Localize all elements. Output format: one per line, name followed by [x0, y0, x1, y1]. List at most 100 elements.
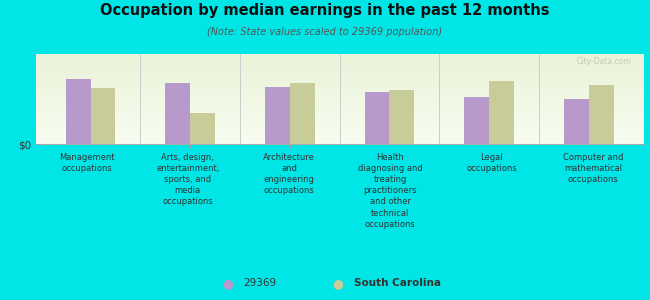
Bar — [36, 72, 644, 73]
Bar — [36, 140, 644, 141]
Bar — [36, 132, 644, 133]
Bar — [36, 92, 644, 93]
Bar — [36, 126, 644, 127]
Bar — [36, 96, 644, 97]
Bar — [36, 88, 644, 89]
Bar — [36, 118, 644, 119]
Bar — [36, 86, 644, 87]
Bar — [36, 112, 644, 113]
Bar — [36, 138, 644, 139]
Bar — [36, 131, 644, 132]
Bar — [36, 117, 644, 118]
Bar — [36, 102, 644, 103]
Bar — [36, 78, 644, 79]
Bar — [36, 56, 644, 57]
Bar — [36, 65, 644, 66]
Bar — [36, 74, 644, 75]
Bar — [36, 123, 644, 124]
Bar — [36, 128, 644, 129]
Bar — [36, 134, 644, 135]
Bar — [36, 135, 644, 136]
Bar — [36, 108, 644, 109]
Bar — [36, 143, 644, 144]
Bar — [36, 105, 644, 106]
Bar — [36, 55, 644, 56]
Bar — [36, 106, 644, 107]
Bar — [36, 94, 644, 95]
Bar — [36, 90, 644, 91]
Bar — [36, 82, 644, 83]
Bar — [36, 107, 644, 108]
Bar — [36, 75, 644, 76]
Bar — [36, 61, 644, 62]
Bar — [36, 76, 644, 77]
Text: Occupation by median earnings in the past 12 months: Occupation by median earnings in the pas… — [100, 3, 550, 18]
Text: Computer and
mathematical
occupations: Computer and mathematical occupations — [563, 153, 623, 184]
Bar — [36, 130, 644, 131]
Bar — [36, 84, 644, 85]
Bar — [265, 87, 290, 144]
Text: Management
occupations: Management occupations — [58, 153, 114, 173]
Bar — [36, 109, 644, 110]
Bar — [36, 73, 644, 74]
Bar — [36, 111, 644, 112]
Text: City-Data.com: City-Data.com — [577, 57, 631, 66]
Bar — [36, 114, 644, 115]
Bar — [564, 99, 589, 144]
Text: ●: ● — [333, 277, 343, 290]
Text: Architecture
and
engineering
occupations: Architecture and engineering occupations — [263, 153, 315, 195]
Bar — [36, 87, 644, 88]
Bar — [36, 122, 644, 123]
Bar — [489, 81, 514, 144]
Bar — [36, 68, 644, 69]
Bar — [36, 80, 644, 81]
Bar — [36, 67, 644, 68]
Bar — [589, 85, 614, 144]
Text: 29369: 29369 — [244, 278, 277, 289]
Bar — [36, 115, 644, 116]
Bar — [36, 98, 644, 99]
Bar — [36, 81, 644, 82]
Bar — [36, 103, 644, 104]
Bar — [36, 85, 644, 86]
Bar — [36, 113, 644, 114]
Bar — [36, 54, 644, 55]
Bar — [36, 70, 644, 71]
Bar — [36, 136, 644, 137]
Bar — [36, 125, 644, 126]
Bar — [36, 124, 644, 125]
Bar — [36, 110, 644, 111]
Bar — [36, 133, 644, 134]
Text: Arts, design,
entertainment,
sports, and
media
occupations: Arts, design, entertainment, sports, and… — [156, 153, 220, 206]
Bar — [36, 120, 644, 121]
Bar — [165, 83, 190, 144]
Text: Legal
occupations: Legal occupations — [466, 153, 517, 173]
Bar — [90, 88, 116, 144]
Bar — [36, 66, 644, 67]
Bar — [36, 129, 644, 130]
Bar — [36, 141, 644, 142]
Bar — [36, 69, 644, 70]
Bar — [365, 92, 389, 144]
Bar — [36, 64, 644, 65]
Bar — [190, 112, 215, 144]
Bar — [36, 119, 644, 120]
Bar — [36, 59, 644, 60]
Bar — [36, 142, 644, 143]
Bar — [36, 60, 644, 61]
Text: (Note: State values scaled to 29369 population): (Note: State values scaled to 29369 popu… — [207, 27, 443, 37]
Text: ●: ● — [222, 277, 233, 290]
Bar — [66, 79, 90, 144]
Bar — [36, 101, 644, 102]
Bar — [36, 99, 644, 100]
Bar — [36, 91, 644, 92]
Bar — [36, 121, 644, 122]
Bar — [36, 83, 644, 84]
Bar — [36, 97, 644, 98]
Bar — [36, 62, 644, 63]
Bar — [36, 58, 644, 59]
Text: South Carolina: South Carolina — [354, 278, 441, 289]
Bar — [36, 71, 644, 72]
Bar — [36, 116, 644, 117]
Bar — [290, 83, 315, 144]
